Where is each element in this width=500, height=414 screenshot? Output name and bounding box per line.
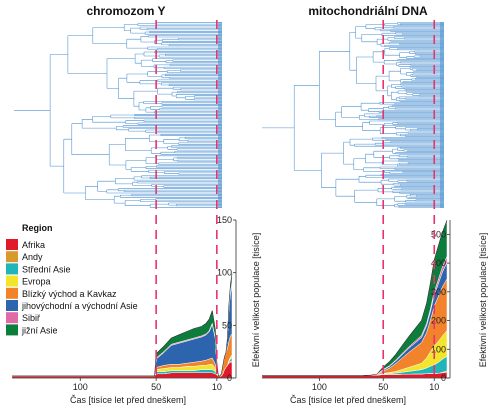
legend-swatch-jihovychodni-a-vychodni-asie <box>6 300 18 311</box>
x-tick-label: 100 <box>312 382 327 392</box>
mtdna-y-axis-label-left: Efektivní velikost populace [tisíce] <box>251 233 261 368</box>
y-tick-label: 100 <box>217 268 232 278</box>
legend-label-andy: Andy <box>22 252 43 262</box>
area-outline <box>12 273 233 377</box>
y-chromosome-area-chart <box>11 273 233 379</box>
y-tick-label: 0 <box>441 373 446 383</box>
y-chromosome-title: chromozom Y <box>86 4 165 18</box>
legend-title: Region <box>22 223 53 233</box>
legend-label-stredni-asie: Střední Asie <box>22 264 71 274</box>
legend-label-jizni-asie: jižní Asie <box>21 325 58 335</box>
x-tick-label: 100 <box>73 382 88 392</box>
y-tick-label: 300 <box>431 287 446 297</box>
y-tick-label: 50 <box>222 320 232 330</box>
legend-label-evropa: Evropa <box>22 277 51 287</box>
legend-swatch-jizni-asie <box>6 324 18 336</box>
tree-branches <box>14 22 222 208</box>
legend-swatch-evropa <box>6 275 18 287</box>
y-chromosome-tree <box>14 22 222 208</box>
y-tick-label: 200 <box>431 316 446 326</box>
mtdna-area-chart <box>261 220 448 379</box>
y-tick-label: 400 <box>431 258 446 268</box>
mtdna-x-axis-label: Čas [tisíce let před dneškem] <box>290 395 406 405</box>
region-legend: Region Afrika Andy Střední Asie Evropa Blízk… <box>6 223 138 336</box>
legend-swatch-blizky-vychod-a-kavkaz <box>6 287 18 299</box>
tree-tips <box>440 22 444 208</box>
area-outline <box>262 220 448 377</box>
y-tick-label: 500 <box>431 229 446 239</box>
x-tick-label: 10 <box>212 382 222 392</box>
y-tick-label: 150 <box>217 215 232 225</box>
legend-label-jihovychodni-a-vychodni-asie: jihovýchodní a východní Asie <box>21 301 138 311</box>
tree-tips <box>218 22 222 208</box>
mtdna-y-axis-label-right: Efektivní velikost populace [tisíce] <box>478 233 488 368</box>
y-tick-label: 0 <box>227 373 232 383</box>
legend-swatch-sibir <box>6 312 18 324</box>
legend-swatch-afrika <box>6 239 18 250</box>
x-tick-label: 50 <box>151 382 161 392</box>
x-tick-label: 50 <box>378 382 388 392</box>
mtdna-tree <box>262 22 444 208</box>
mtdna-title: mitochondriální DNA <box>308 4 428 18</box>
legend-label-blizky-vychod-a-kavkaz: Blízký východ a Kavkaz <box>22 289 117 299</box>
mtdna-axes: 100 50 100 100 200 300 400 500 <box>262 220 451 392</box>
y-chromosome-x-axis-label: Čas [tisíce let před dneškem] <box>70 395 186 405</box>
tree-branches <box>262 22 444 208</box>
x-tick-label: 10 <box>429 382 439 392</box>
legend-label-afrika: Afrika <box>22 240 45 250</box>
legend-label-sibir: Sibiř <box>22 313 41 323</box>
legend-swatch-andy <box>6 251 18 263</box>
y-tick-label: 100 <box>431 344 446 354</box>
legend-swatch-stredni-asie <box>6 263 18 275</box>
